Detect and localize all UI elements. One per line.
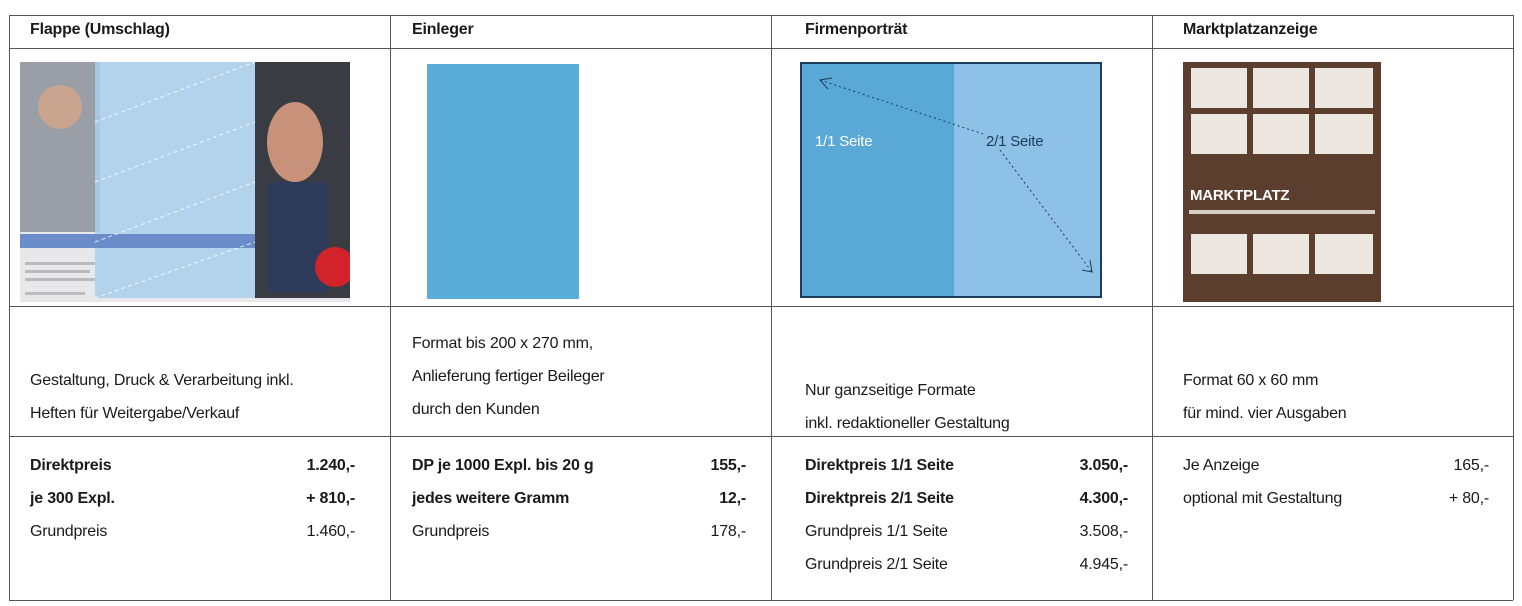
- portrait-image: [800, 62, 1102, 298]
- border: [771, 15, 772, 600]
- description-line: Format 60 x 60 mm: [1183, 372, 1318, 390]
- border: [9, 600, 1513, 601]
- price-value: 3.508,-: [1080, 523, 1128, 541]
- border: [390, 15, 391, 600]
- price-label: jedes weitere Gramm: [412, 490, 569, 508]
- column-title: Flappe (Umschlag): [30, 21, 170, 39]
- column-title: Marktplatzanzeige: [1183, 21, 1317, 39]
- cover-image: [20, 62, 350, 302]
- description-line: Anlieferung fertiger Beileger: [412, 368, 605, 386]
- border: [9, 15, 1513, 16]
- price-label: DP je 1000 Expl. bis 20 g: [412, 457, 593, 475]
- price-value: 3.050,-: [1080, 457, 1128, 475]
- marketplace-image: [1183, 62, 1381, 302]
- insert-image: [427, 64, 579, 299]
- price-value: 155,-: [711, 457, 746, 475]
- price-label: Je Anzeige: [1183, 457, 1259, 475]
- description-line: für mind. vier Ausgaben: [1183, 405, 1347, 423]
- description-line: Heften für Weitergabe/Verkauf: [30, 405, 239, 423]
- description-line: inkl. redaktioneller Gestaltung: [805, 415, 1010, 433]
- price-value: 1.240,-: [307, 457, 355, 475]
- image-label: MARKTPLATZ: [1190, 187, 1289, 204]
- price-value: 12,-: [719, 490, 746, 508]
- price-label: je 300 Expl.: [30, 490, 115, 508]
- price-label: Direktpreis 1/1 Seite: [805, 457, 954, 475]
- description-line: Gestaltung, Druck & Verarbeitung inkl.: [30, 372, 294, 390]
- column-title: Firmenporträt: [805, 21, 907, 39]
- price-label: Grundpreis: [412, 523, 489, 541]
- description-line: durch den Kunden: [412, 401, 540, 419]
- price-value: 4.300,-: [1080, 490, 1128, 508]
- description-line: Format bis 200 x 270 mm,: [412, 335, 593, 353]
- price-label: Grundpreis 2/1 Seite: [805, 556, 948, 574]
- price-label: Direktpreis 2/1 Seite: [805, 490, 954, 508]
- price-label: optional mit Gestaltung: [1183, 490, 1342, 508]
- border: [9, 436, 1513, 437]
- image-label: 2/1 Seite: [986, 133, 1043, 150]
- price-label: Direktpreis: [30, 457, 111, 475]
- price-value: + 810,-: [306, 490, 355, 508]
- price-value: 1.460,-: [307, 523, 355, 541]
- image-label: 1/1 Seite: [815, 133, 872, 150]
- border: [1513, 15, 1514, 600]
- page: 1/1 Seite 2/1 Seite MARKTPLATZ Flappe (U…: [0, 0, 1522, 606]
- price-value: 4.945,-: [1080, 556, 1128, 574]
- price-value: 178,-: [711, 523, 746, 541]
- description-line: Nur ganzseitige Formate: [805, 382, 976, 400]
- price-label: Grundpreis 1/1 Seite: [805, 523, 948, 541]
- border: [9, 48, 1513, 49]
- border: [1152, 15, 1153, 600]
- price-value: 165,-: [1454, 457, 1489, 475]
- column-title: Einleger: [412, 21, 474, 39]
- price-label: Grundpreis: [30, 523, 107, 541]
- border: [9, 15, 10, 600]
- price-value: + 80,-: [1449, 490, 1489, 508]
- border: [9, 306, 1513, 307]
